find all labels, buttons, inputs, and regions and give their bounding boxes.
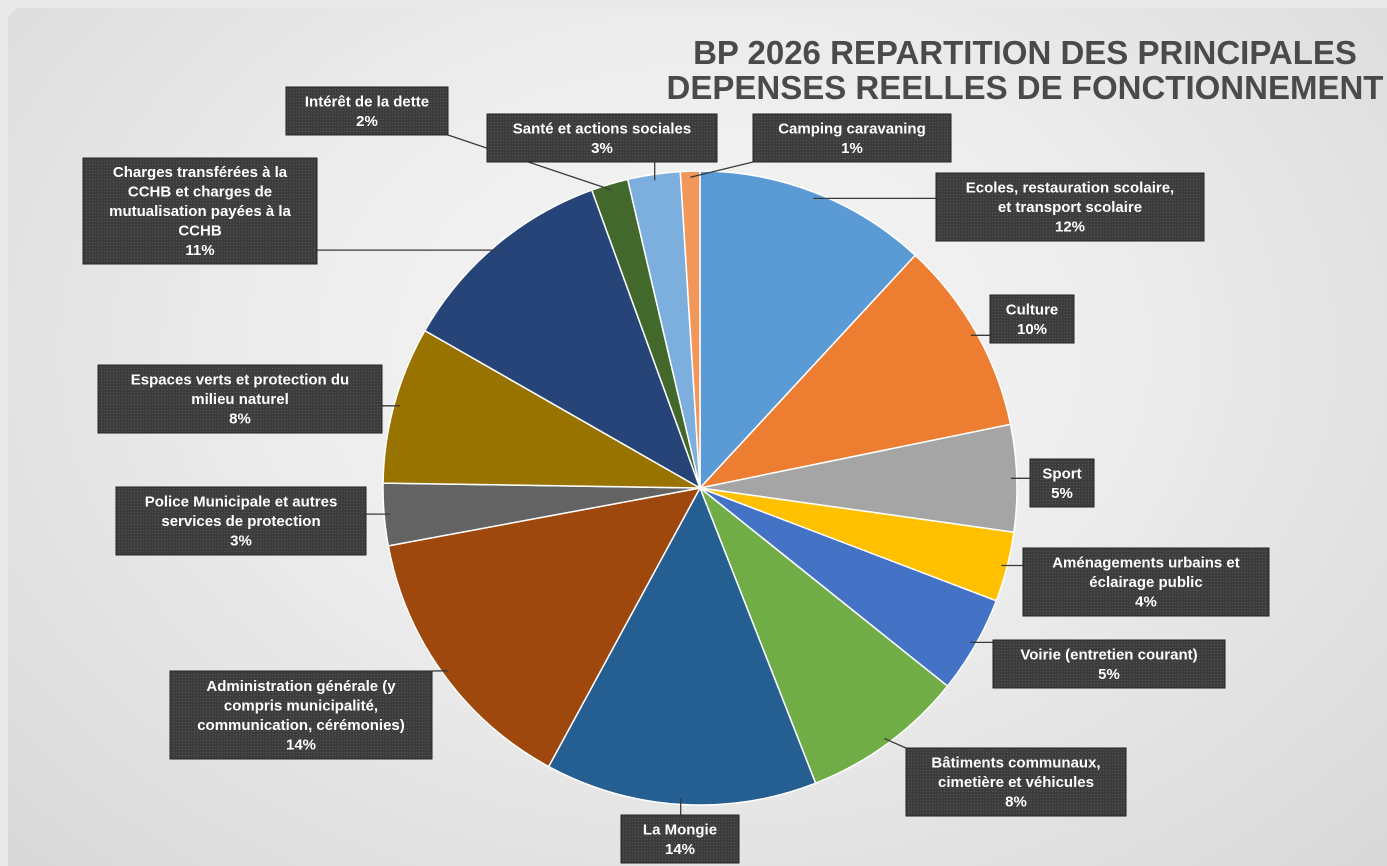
data-label-box [115, 486, 367, 556]
leader-line [884, 737, 907, 749]
data-label-box [486, 113, 718, 163]
data-label-percent: 2% [356, 113, 378, 130]
pie-slice [423, 189, 702, 490]
data-label-percent: 3% [591, 140, 613, 157]
data-label-box [1022, 547, 1270, 617]
data-label-text: CCHB et charges de [128, 184, 272, 201]
pie-slice [679, 170, 701, 489]
data-label-text: Charges transférées à la [113, 164, 288, 181]
data-label-text: Intérêt de la dette [305, 93, 429, 110]
data-label-text: cimetière et véhicules [938, 774, 1094, 791]
data-label-text: Administration générale (y [206, 678, 396, 695]
data-label-text: CCHB [178, 223, 221, 240]
data-label-box [82, 157, 318, 265]
data-label-percent: 11% [185, 242, 214, 259]
pie-slice [382, 329, 701, 489]
data-label-percent: 5% [1051, 485, 1073, 502]
data-label-box [620, 814, 740, 864]
data-label-text: et transport scolaire [998, 199, 1142, 216]
slice-labels: Ecoles, restauration scolaire, et transpo… [82, 86, 1270, 864]
slide-background: BP 2026 REPARTITION DES PRINCIPALES DEPE… [8, 8, 1387, 866]
leader-line [690, 161, 754, 178]
data-label-text: Police Municipale et autres [145, 494, 338, 511]
data-label-percent: 5% [1098, 666, 1120, 683]
data-label-box [285, 86, 449, 136]
data-label-text: services de protection [161, 513, 320, 530]
chart-title-line-1: BP 2026 REPARTITION DES PRINCIPALES [693, 34, 1357, 71]
data-label-percent: 8% [229, 411, 251, 428]
chart-title-line-2: DEPENSES REELLES DE FONCTIONNEMENT [667, 69, 1384, 106]
data-label-box [989, 294, 1075, 344]
pie-slice [387, 486, 702, 768]
data-label-percent: 10% [1017, 321, 1047, 338]
data-label-percent: 14% [286, 736, 316, 753]
data-label-text: éclairage public [1089, 574, 1202, 591]
data-label-percent: 1% [841, 140, 863, 157]
data-label-percent: 3% [230, 533, 252, 550]
data-label-text: Santé et actions sociales [513, 120, 691, 137]
data-label-percent: 8% [1005, 794, 1027, 811]
data-label-text: Aménagements urbains et [1052, 555, 1240, 572]
data-label-text: Voirie (entretien courant) [1020, 646, 1197, 663]
data-label-box [992, 639, 1226, 689]
data-label-box [935, 172, 1205, 242]
data-label-text: communication, cérémonies) [197, 717, 405, 734]
data-label-box [169, 670, 433, 760]
data-label-text: compris municipalité, [224, 697, 378, 714]
data-label-box [905, 747, 1127, 817]
pie-slices [382, 170, 1018, 806]
data-label-text: milieu naturel [191, 391, 289, 408]
data-label-text: La Mongie [643, 821, 717, 838]
data-label-box [97, 364, 383, 434]
data-label-percent: 12% [1055, 219, 1085, 236]
pie-chart: BP 2026 REPARTITION DES PRINCIPALES DEPE… [82, 34, 1384, 864]
data-label-text: Culture [1006, 301, 1059, 318]
data-label-percent: 14% [665, 841, 695, 858]
data-label-text: Ecoles, restauration scolaire, [966, 180, 1174, 197]
data-label-text: Bâtiments communaux, [931, 755, 1100, 772]
pie-slice [698, 485, 949, 785]
data-label-box [1029, 458, 1095, 508]
data-label-text: mutualisation payées à la [109, 203, 291, 220]
data-label-percent: 4% [1135, 594, 1157, 611]
data-label-text: Sport [1042, 465, 1081, 482]
pie-slice [697, 254, 1012, 490]
data-label-text: Camping caravaning [778, 120, 926, 137]
pie-slice [699, 170, 917, 490]
data-label-box [752, 113, 952, 163]
data-label-text: Espaces verts et protection du [131, 372, 349, 389]
